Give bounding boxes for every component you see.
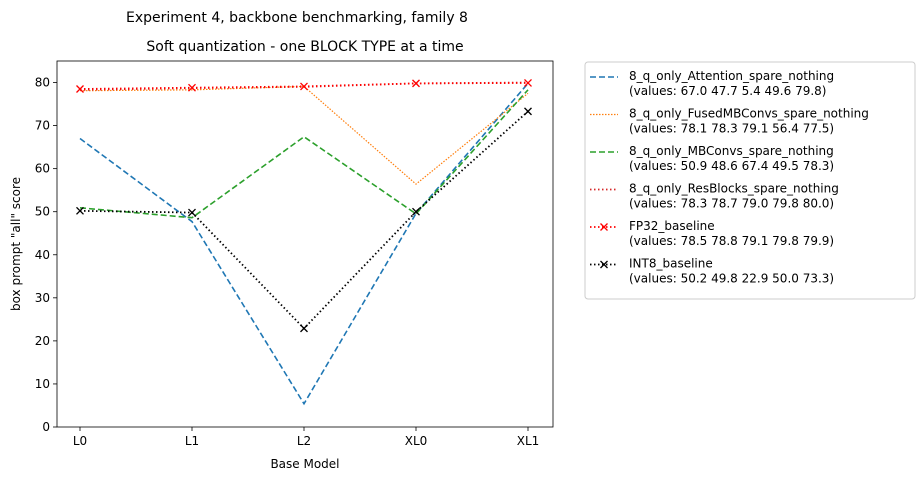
x-tick-label: XL0 <box>405 434 428 448</box>
x-tick-label: L1 <box>185 434 199 448</box>
x-tick-label: L2 <box>297 434 311 448</box>
y-tick-label: 0 <box>42 420 50 434</box>
legend-marker <box>600 260 608 269</box>
y-tick-label: 60 <box>35 162 50 176</box>
legend-values: (values: 50.2 49.8 22.9 50.0 73.3) <box>629 272 834 286</box>
data-point-marker <box>300 324 308 333</box>
plot-frame <box>56 60 554 428</box>
legend-values: (values: 78.5 78.8 79.1 79.8 79.9) <box>629 234 834 248</box>
y-tick-label: 10 <box>35 377 50 391</box>
x-tick-label: XL1 <box>517 434 540 448</box>
legend-entry: 8_q_only_ResBlocks_spare_nothing(values:… <box>590 182 839 211</box>
legend-label: FP32_baseline <box>629 219 715 233</box>
legend-values: (values: 67.0 47.7 5.4 49.6 79.8) <box>629 84 826 98</box>
legend-values: (values: 78.3 78.7 79.0 79.8 80.0) <box>629 197 834 211</box>
y-axis: 0 10 20 30 40 50 60 70 80 <box>35 76 57 434</box>
legend-items: 8_q_only_Attention_spare_nothing(values:… <box>590 69 869 286</box>
legend-label: INT8_baseline <box>629 257 713 271</box>
data-point-marker <box>524 107 532 116</box>
series-5 <box>76 107 532 333</box>
x-tick-label: L0 <box>73 434 87 448</box>
y-tick-label: 40 <box>35 248 50 262</box>
legend-values: (values: 78.1 78.3 79.1 56.4 77.5) <box>629 122 834 136</box>
y-tick-label: 20 <box>35 334 50 348</box>
legend-label: 8_q_only_MBConvs_spare_nothing <box>629 144 834 158</box>
series-2 <box>79 89 529 219</box>
series-line <box>79 89 529 219</box>
x-axis-label: Base Model <box>270 457 339 471</box>
legend: 8_q_only_Attention_spare_nothing(values:… <box>584 61 916 300</box>
series-1 <box>79 85 529 185</box>
y-tick-label: 50 <box>35 205 50 219</box>
x-axis: L0 L1 L2 XL0 XL1 <box>73 427 539 448</box>
series-0 <box>79 82 529 406</box>
y-tick-label: 30 <box>35 291 50 305</box>
legend-frame <box>584 61 916 300</box>
legend-label: 8_q_only_FusedMBConvs_spare_nothing <box>629 107 869 121</box>
legend-entry: FP32_baseline(values: 78.5 78.8 79.1 79.… <box>590 219 834 248</box>
plot-area <box>57 61 553 427</box>
legend-entry: 8_q_only_Attention_spare_nothing(values:… <box>590 69 834 98</box>
y-tick-label: 70 <box>35 119 50 133</box>
data-point-marker <box>412 79 420 88</box>
data-point-marker <box>76 206 84 215</box>
data-point-marker <box>300 82 308 91</box>
y-tick-label: 80 <box>35 76 50 90</box>
legend-label: 8_q_only_ResBlocks_spare_nothing <box>629 182 839 196</box>
data-point-marker <box>188 83 196 92</box>
series-4 <box>76 79 532 93</box>
legend-entry: 8_q_only_MBConvs_spare_nothing(values: 5… <box>590 144 834 173</box>
series-line <box>79 82 529 406</box>
chart-title: Soft quantization - one BLOCK TYPE at a … <box>146 39 463 55</box>
data-point-marker <box>188 208 196 217</box>
data-point-marker <box>524 79 532 87</box>
legend-values: (values: 50.9 48.6 67.4 49.5 78.3) <box>629 159 834 173</box>
y-axis-label: box prompt "all" score <box>9 177 23 311</box>
legend-entry: 8_q_only_FusedMBConvs_spare_nothing(valu… <box>590 107 869 136</box>
legend-marker <box>600 223 608 231</box>
series-line <box>79 85 529 185</box>
series-layer <box>76 79 532 406</box>
legend-entry: INT8_baseline(values: 50.2 49.8 22.9 50.… <box>590 257 834 286</box>
chart-suptitle: Experiment 4, backbone benchmarking, fam… <box>126 10 468 26</box>
data-point-marker <box>412 207 420 216</box>
data-point-marker <box>76 85 84 93</box>
legend-label: 8_q_only_Attention_spare_nothing <box>629 69 834 83</box>
